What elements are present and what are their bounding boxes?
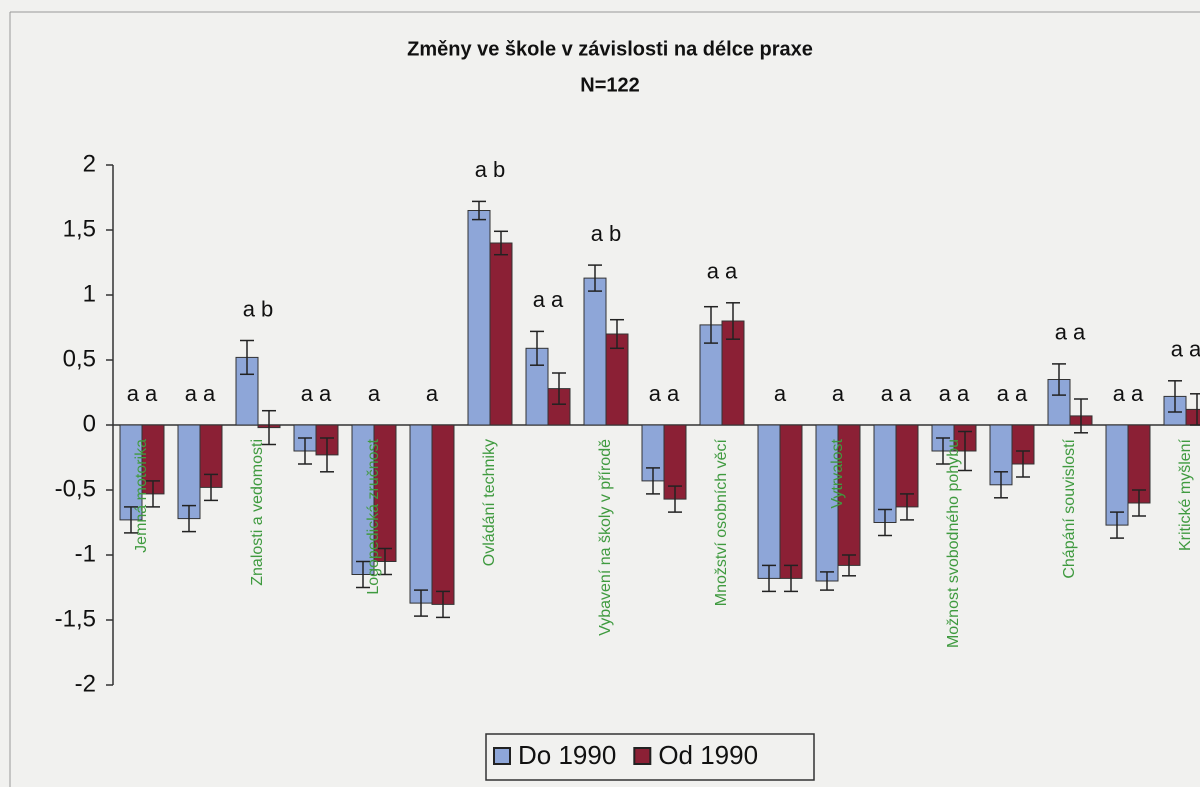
x-tick-label: Logopedická zručnost (365, 438, 382, 594)
chart-title: Změny ve škole v závislosti na délce pra… (407, 38, 813, 60)
annotation: a a (939, 381, 970, 406)
y-tick-label: 0,5 (63, 345, 96, 372)
annotation: a a (1113, 381, 1144, 406)
legend-label: Od 1990 (658, 740, 758, 770)
bar (431, 424, 455, 605)
y-tick-label: -2 (75, 670, 96, 697)
annotation: a a (1171, 337, 1200, 362)
legend-swatch (633, 747, 652, 765)
legend-label: Do 1990 (518, 740, 616, 770)
legend-swatch (493, 747, 511, 765)
annotation: a (426, 381, 439, 406)
annotation: a a (997, 381, 1028, 406)
annotation: a b (475, 157, 506, 182)
x-tick-label: Jemná motorika (133, 439, 150, 553)
annotation: a a (1055, 320, 1086, 345)
bar (873, 424, 897, 523)
annotation: a b (243, 296, 274, 321)
annotation: a a (707, 259, 738, 284)
bar (1185, 408, 1200, 426)
bar (489, 242, 513, 426)
x-tick-label: Vybavení na školy v přírodě (597, 439, 614, 636)
bar (757, 424, 781, 579)
bar (409, 424, 433, 604)
bar (177, 424, 201, 520)
annotation: a a (301, 381, 332, 406)
x-tick-label: Znalosti a vedomosti (249, 439, 266, 586)
x-tick-label: Možnost svobodného pohybu (945, 439, 962, 648)
y-tick-label: -1,5 (55, 605, 96, 632)
bar (583, 277, 607, 426)
y-tick-label: -1 (75, 540, 96, 567)
annotation: a (368, 381, 381, 406)
y-tick-label: 0 (83, 410, 96, 437)
annotation: a (832, 381, 845, 406)
x-tick-label: Kritické myšlení (1177, 438, 1194, 551)
annotation: a a (185, 381, 216, 406)
chart-subtitle: N=122 (580, 74, 640, 96)
annotation: a a (881, 381, 912, 406)
y-tick-label: 1,5 (63, 215, 96, 242)
x-tick-label: Vytrvalost (829, 438, 846, 508)
x-tick-label: Ovládání techniky (481, 439, 498, 566)
annotation: a a (127, 381, 158, 406)
annotation: a a (533, 287, 564, 312)
y-tick-label: 2 (83, 150, 96, 177)
annotation: a b (591, 221, 622, 246)
legend-box (485, 733, 815, 781)
y-tick-label: -0,5 (55, 475, 96, 502)
x-tick-label: Chápání souvislostí (1061, 438, 1078, 578)
bar (1105, 424, 1129, 526)
annotation: a a (649, 381, 680, 406)
bar (779, 424, 803, 579)
x-tick-label: Množství osobních věcí (713, 438, 730, 606)
bar (467, 210, 491, 426)
y-tick-label: 1 (83, 280, 96, 307)
annotation: a (774, 381, 787, 406)
